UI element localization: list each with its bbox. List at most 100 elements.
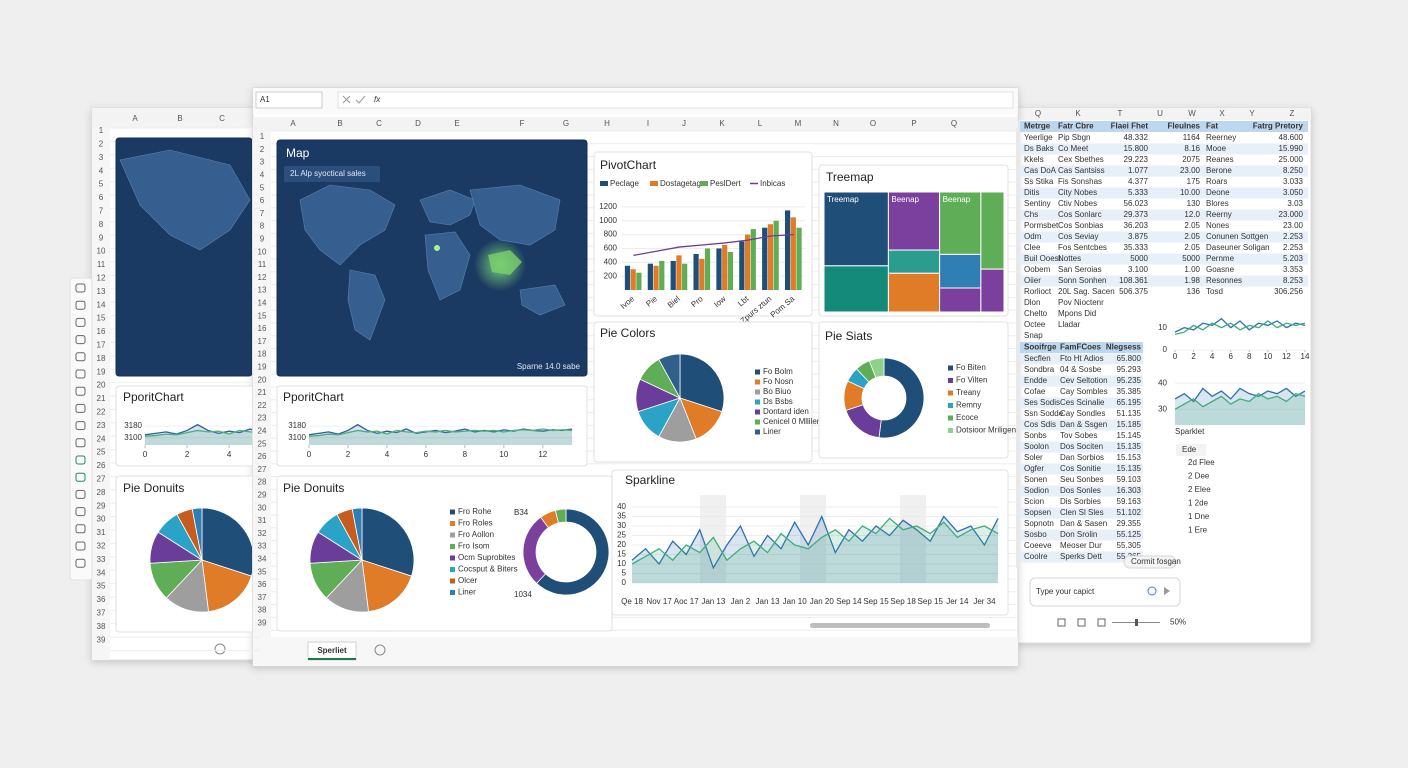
row-number: 30 [258, 503, 267, 512]
formula-input[interactable] [337, 91, 1014, 109]
toolbar-icon[interactable] [75, 541, 86, 551]
toolbar-icon[interactable] [75, 472, 86, 482]
row-number: 5 [260, 183, 265, 192]
bar [762, 227, 768, 290]
treemap-label: Treemap [827, 195, 859, 204]
copilot-badge[interactable] [1123, 555, 1177, 569]
toolbar-icon[interactable] [75, 300, 86, 310]
table-cell: Cofae [1024, 387, 1046, 396]
name-box-text: A1 [260, 95, 270, 104]
table-cell: 3.050 [1283, 188, 1304, 197]
toolbar-icon[interactable] [75, 335, 86, 345]
toolbar-icon[interactable] [75, 524, 86, 534]
column-header: Q [1035, 109, 1041, 118]
table-cell: 15.145 [1117, 431, 1142, 440]
table-cell: 5.333 [1128, 188, 1149, 197]
view-icon[interactable] [1077, 618, 1086, 627]
name-box[interactable] [255, 91, 323, 109]
table-cell: Cay Sombles [1060, 387, 1108, 396]
table-cell: 2.253 [1283, 243, 1304, 252]
line-series [144, 429, 252, 437]
row-number: 20 [97, 381, 106, 390]
column-header-band [253, 117, 1018, 131]
legend-swatch [755, 389, 760, 395]
copilot-input[interactable] [1029, 577, 1181, 607]
line-series [633, 233, 794, 257]
toolbar-icon[interactable] [75, 421, 86, 431]
view-icon[interactable] [1057, 618, 1066, 627]
row-number: 1 [260, 132, 265, 141]
toolbar-icon[interactable] [75, 507, 86, 517]
map-title: Map [286, 146, 310, 160]
toolbar-icon[interactable] [75, 317, 86, 327]
add-sheet[interactable] [214, 643, 226, 655]
zoom-thumb[interactable] [1135, 619, 1138, 626]
row-number: 10 [97, 247, 106, 256]
send-icon[interactable] [1164, 587, 1170, 595]
x-tick-label: Jer 34 [973, 597, 996, 606]
table-cell: 15.153 [1117, 453, 1142, 462]
table-cell: Rorlioct [1024, 287, 1052, 296]
table-cell: 15.135 [1117, 442, 1142, 451]
add-sheet[interactable] [374, 644, 386, 656]
table-cell: 1164 [1183, 133, 1201, 142]
legend-label: Treany [956, 388, 981, 397]
bar [682, 263, 688, 290]
chart-title: Treemap [826, 170, 874, 184]
legend-label: Cocsput & Biters [458, 565, 518, 574]
toolbar-icon[interactable] [75, 283, 86, 293]
table-cell: 2.05 [1184, 243, 1200, 252]
row-number: 7 [99, 207, 104, 216]
x-tick-label: Jan 13 [756, 597, 781, 606]
x-tick-label: Sep 15 [918, 597, 944, 606]
table-row-band [1020, 231, 1308, 243]
table-cell: 95.293 [1117, 365, 1142, 374]
x-tick-label: Sep 14 [836, 597, 862, 606]
view-icon[interactable] [1097, 618, 1106, 627]
table-cell: Dos Sonles [1060, 486, 1101, 495]
cancel-icon[interactable] [342, 95, 351, 104]
attach-icon[interactable] [1147, 586, 1157, 596]
toolbar-icon[interactable] [75, 455, 86, 465]
table-cell: Dlon [1024, 298, 1040, 307]
table-cell: Cos Sonbias [1058, 221, 1103, 230]
toolbar-icon[interactable] [75, 352, 86, 362]
enter-icon[interactable] [355, 95, 366, 104]
table-cell: 10.00 [1180, 188, 1201, 197]
table-cell: Sopsen [1024, 508, 1051, 517]
row-number: 29 [97, 501, 106, 510]
toolbar-icon[interactable] [75, 386, 86, 396]
legend-label: Fo Nosn [763, 377, 793, 386]
toolbar-icon[interactable] [75, 438, 86, 448]
legend-swatch [450, 590, 455, 595]
row-number: 9 [260, 235, 265, 244]
toolbar-icon[interactable] [75, 489, 86, 499]
table-row-band [1020, 143, 1308, 155]
table-cell: Co Meet [1058, 144, 1089, 153]
column-header: J [682, 119, 686, 128]
table-cell: Meoser Dur [1060, 541, 1102, 550]
v-scroll [1016, 128, 1020, 568]
table-cell: 29.223 [1124, 155, 1149, 164]
treemap-tile [887, 272, 941, 313]
row-number: 33 [97, 555, 106, 564]
x-tick-label: 0 [143, 450, 148, 459]
row-number: 21 [97, 394, 106, 403]
column-header: U [1157, 109, 1163, 118]
pie-slice [201, 507, 252, 577]
chart-title: Pie Donuits [123, 481, 184, 495]
toolbar-icon[interactable] [75, 403, 86, 413]
x-tick-label: Jan 13 [701, 597, 726, 606]
toolbar-icon[interactable] [75, 369, 86, 379]
table-cell: 12.0 [1184, 210, 1200, 219]
table-header: Metrge [1024, 122, 1051, 131]
y-tick-label: 600 [604, 244, 618, 253]
table-cell: Sodion [1024, 486, 1049, 495]
table-cell: Sonbs [1024, 431, 1047, 440]
table-cell: 2 Elee [1188, 485, 1211, 494]
table-cell: 3.03 [1287, 199, 1303, 208]
toolbar-icon[interactable] [75, 558, 86, 568]
row-number: 15 [258, 311, 267, 320]
